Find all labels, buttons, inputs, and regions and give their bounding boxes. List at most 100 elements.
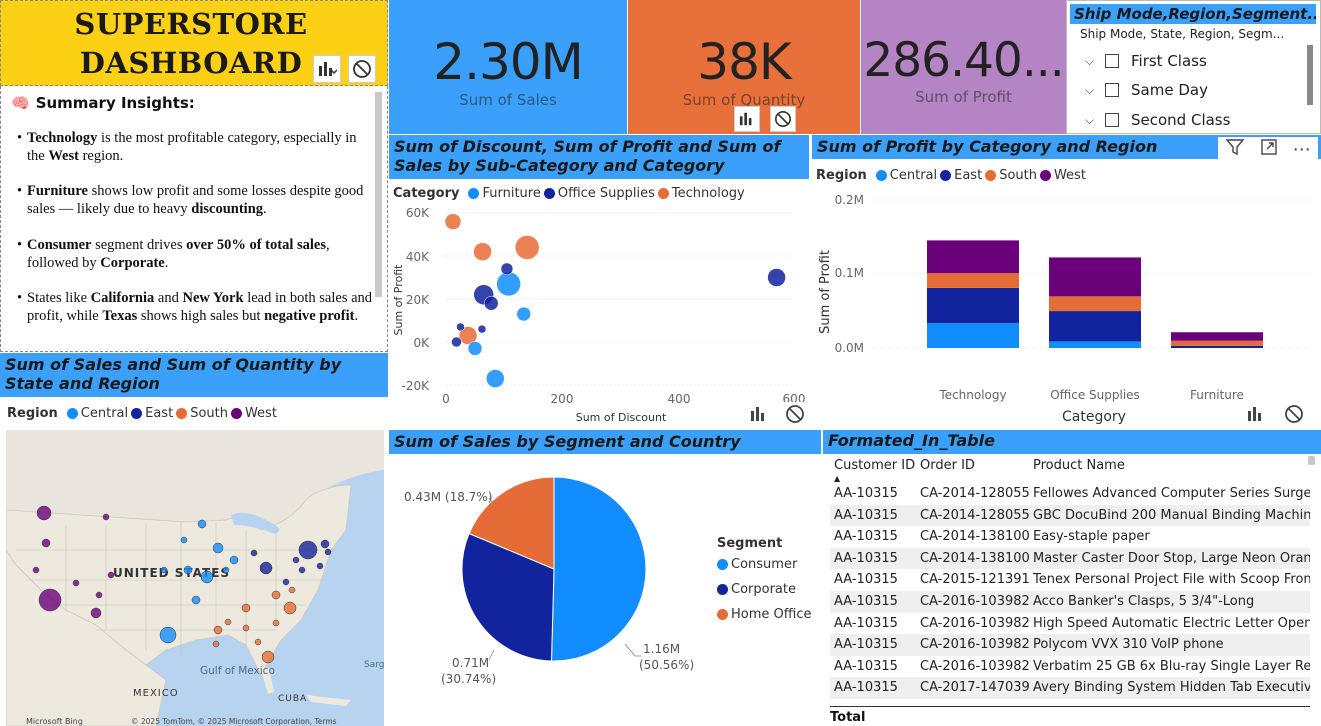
sort-ascending-icon[interactable]: ▲ (834, 474, 841, 483)
chevron-down-icon[interactable]: ⌵ (1085, 53, 1095, 68)
map-bubble[interactable] (222, 566, 230, 574)
slicer-scrollbar[interactable] (1307, 45, 1313, 105)
table-row[interactable]: AA-10315 CA-2016-103982 Verbatim 25 GB 6x … (830, 656, 1310, 678)
disable-icon[interactable] (783, 402, 807, 426)
bar-segment[interactable] (1049, 341, 1141, 348)
more-options-icon[interactable]: ⋯ (1292, 138, 1311, 160)
legend-item-east[interactable]: East (145, 406, 174, 421)
scatter-point[interactable] (456, 322, 465, 332)
table-row[interactable]: AA-10315 CA-2014-138100 Master Caster Door… (830, 547, 1310, 570)
map-bubble[interactable] (292, 556, 300, 564)
bar-segment[interactable] (927, 273, 1019, 288)
map-bubble[interactable] (95, 591, 103, 599)
bar-segment[interactable] (927, 287, 1019, 324)
map-bubble[interactable] (250, 549, 258, 557)
scatter-point[interactable] (483, 296, 499, 311)
table-row[interactable]: AA-10315 CA-2014-138100 Easy-staple paper (830, 526, 1310, 548)
map-bubble[interactable] (254, 638, 262, 646)
map-bubble[interactable] (298, 540, 318, 560)
map-bubble[interactable] (261, 650, 275, 664)
disable-icon[interactable] (770, 106, 796, 132)
legend-item-central[interactable]: Central (889, 168, 938, 183)
scatter-point[interactable] (767, 268, 786, 287)
bar-segment[interactable] (1171, 345, 1263, 348)
legend-item-technology[interactable]: Technology (671, 186, 745, 201)
map-bubble[interactable] (316, 562, 324, 570)
map-bubble[interactable] (282, 578, 290, 586)
legend-item-central[interactable]: Central (80, 406, 129, 421)
scatter-point[interactable] (467, 341, 483, 356)
map-bubble[interactable] (183, 565, 193, 575)
map-bubble[interactable] (159, 626, 177, 644)
map-bubble[interactable] (212, 640, 220, 648)
scatter-point[interactable] (444, 213, 462, 230)
legend-item-south[interactable]: South (999, 168, 1037, 183)
bar-segment[interactable] (1049, 257, 1141, 297)
legend-item-south[interactable]: South (190, 406, 228, 421)
map-bubble[interactable] (191, 595, 201, 605)
visual-table-icon[interactable] (313, 55, 341, 83)
map-bubble[interactable] (288, 586, 296, 594)
column-header-product-name[interactable]: Product Name (1033, 458, 1125, 473)
map-bubble[interactable] (41, 538, 51, 548)
scatter-point[interactable] (500, 262, 514, 276)
scatter-point[interactable] (514, 235, 540, 260)
slicer-item-second-class[interactable]: ⌵ Second Class (1085, 111, 1231, 129)
bar-segment[interactable] (927, 240, 1019, 274)
map-bubble[interactable] (200, 570, 214, 584)
visual-table-icon[interactable] (1244, 402, 1268, 426)
map-bubble[interactable] (72, 579, 80, 587)
table-row[interactable]: AA-10315 CA-2014-128055 Fellowes Advanced … (830, 483, 1310, 505)
legend-item-office-supplies[interactable]: Office Supplies (557, 186, 655, 201)
insights-scrollbar[interactable] (375, 92, 382, 297)
map-bubble[interactable] (272, 619, 280, 627)
map-bubble[interactable] (107, 571, 115, 579)
table-row[interactable]: AA-10315 CA-2016-103982 High Speed Automat… (830, 613, 1310, 635)
map-bubble[interactable] (32, 566, 40, 574)
map-bubble[interactable] (324, 548, 332, 556)
us-map[interactable]: UNITED STATES MEXICO Gulf of Mexico CUBA… (6, 430, 384, 726)
legend-item-west[interactable]: West (244, 406, 277, 421)
stacked-bar-chart[interactable]: 0.2M 0.1M 0.0M Technology Office Supplies… (812, 187, 1321, 427)
scatter-point[interactable] (516, 306, 531, 322)
legend-item-consumer[interactable]: Consumer (731, 557, 798, 572)
scatter-point[interactable] (486, 369, 505, 388)
map-bubble[interactable] (271, 590, 281, 600)
map-bubble[interactable] (212, 542, 224, 554)
map-bubble[interactable] (283, 601, 297, 615)
table-row[interactable]: AA-10315 CA-2015-121391 Tenex Personal Pro… (830, 569, 1310, 591)
checkbox[interactable] (1105, 54, 1119, 68)
visual-table-icon[interactable] (734, 106, 760, 132)
column-header-order-id[interactable]: Order ID (920, 458, 975, 473)
scatter-point[interactable] (458, 326, 478, 345)
slicer-item-first-class[interactable]: ⌵ First Class (1085, 52, 1207, 70)
bar-segment[interactable] (1049, 296, 1141, 312)
column-header-customer-id[interactable]: Customer ID (834, 458, 916, 473)
table-row[interactable]: AA-10315 CA-2016-103982 Acco Banker's Clas… (830, 591, 1310, 613)
legend-item-furniture[interactable]: Furniture (482, 186, 541, 201)
legend-item-home-office[interactable]: Home Office (731, 607, 812, 622)
table-scrollbar[interactable] (1308, 456, 1315, 465)
map-bubble[interactable] (160, 566, 168, 574)
scatter-point[interactable] (473, 242, 492, 261)
pie-chart[interactable]: 1.16M (50.56%) 0.71M (30.74%) 0.43M (18.… (389, 454, 821, 726)
table-row[interactable]: AA-10315 CA-2014-128055 GBC DocuBind 200 M… (830, 504, 1310, 527)
map-bubble[interactable] (320, 539, 330, 549)
pie-slice[interactable] (461, 532, 555, 662)
map-bubble[interactable] (102, 513, 110, 521)
focus-mode-icon[interactable] (1260, 138, 1278, 160)
legend-item-east[interactable]: East (954, 168, 983, 183)
pie-slice[interactable] (468, 476, 555, 570)
pie-slice[interactable] (550, 476, 647, 662)
bar-segment[interactable] (1049, 311, 1141, 342)
map-bubble[interactable] (197, 519, 207, 529)
slicer-item-same-day[interactable]: ⌵ Same Day (1085, 81, 1208, 99)
legend-item-west[interactable]: West (1053, 168, 1086, 183)
map-bubble[interactable] (298, 566, 306, 574)
map-bubble[interactable] (213, 625, 223, 635)
checkbox[interactable] (1105, 83, 1119, 97)
map-bubble[interactable] (229, 555, 239, 565)
map-bubble[interactable] (241, 603, 251, 613)
scatter-point[interactable] (477, 324, 487, 334)
scatter-chart[interactable]: 60K 40K 20K 0K -20K 0 200 400 600 Sum of… (389, 205, 809, 427)
